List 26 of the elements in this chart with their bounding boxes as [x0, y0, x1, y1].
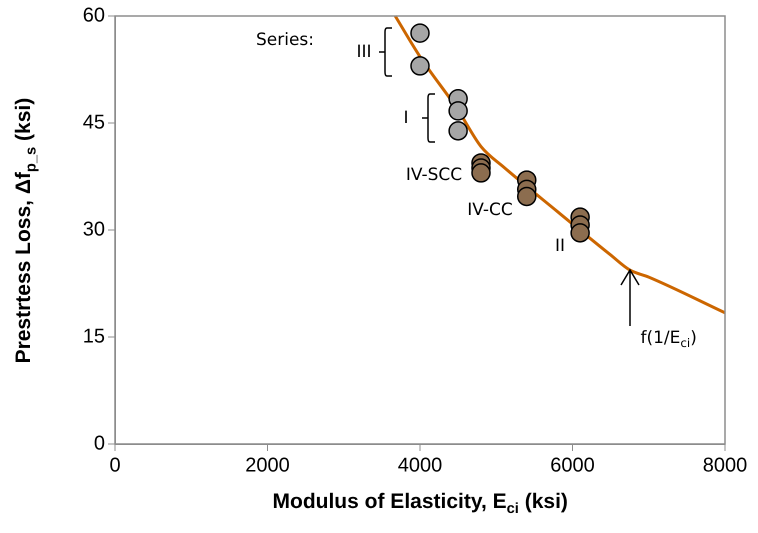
- point: [570, 223, 590, 243]
- y-tick-label: 30: [82, 218, 105, 241]
- line-series: [394, 14, 726, 314]
- y-tick-label: 0: [94, 432, 105, 455]
- y-tick-label: 45: [82, 112, 105, 134]
- annotation: IV-SCC: [406, 165, 462, 185]
- annotation: IV-CC: [467, 200, 513, 220]
- annotation: Series:: [256, 30, 314, 50]
- annotation: III: [356, 42, 372, 62]
- x-axis-title: Modulus of Elasticity, E$_{ci}$ (ksi): [272, 490, 568, 518]
- x-tick-label: 8000: [702, 454, 748, 477]
- point: [517, 186, 536, 206]
- point: [448, 121, 468, 141]
- y-tick-label: 15: [82, 326, 105, 348]
- annotation: I: [403, 108, 409, 128]
- annotation: II: [554, 236, 566, 256]
- annotation: f(1/E$_{ci}$): [640, 328, 697, 350]
- x-tick-label: 4000: [398, 454, 442, 477]
- point: [448, 101, 468, 121]
- x-tick-label: 0: [109, 454, 121, 477]
- point: [410, 23, 430, 43]
- x-tick-label: 6000: [550, 454, 595, 477]
- x-tick-label: 2000: [245, 454, 290, 477]
- y-tick-label: 60: [82, 4, 105, 27]
- point: [410, 56, 430, 76]
- point: [471, 163, 491, 183]
